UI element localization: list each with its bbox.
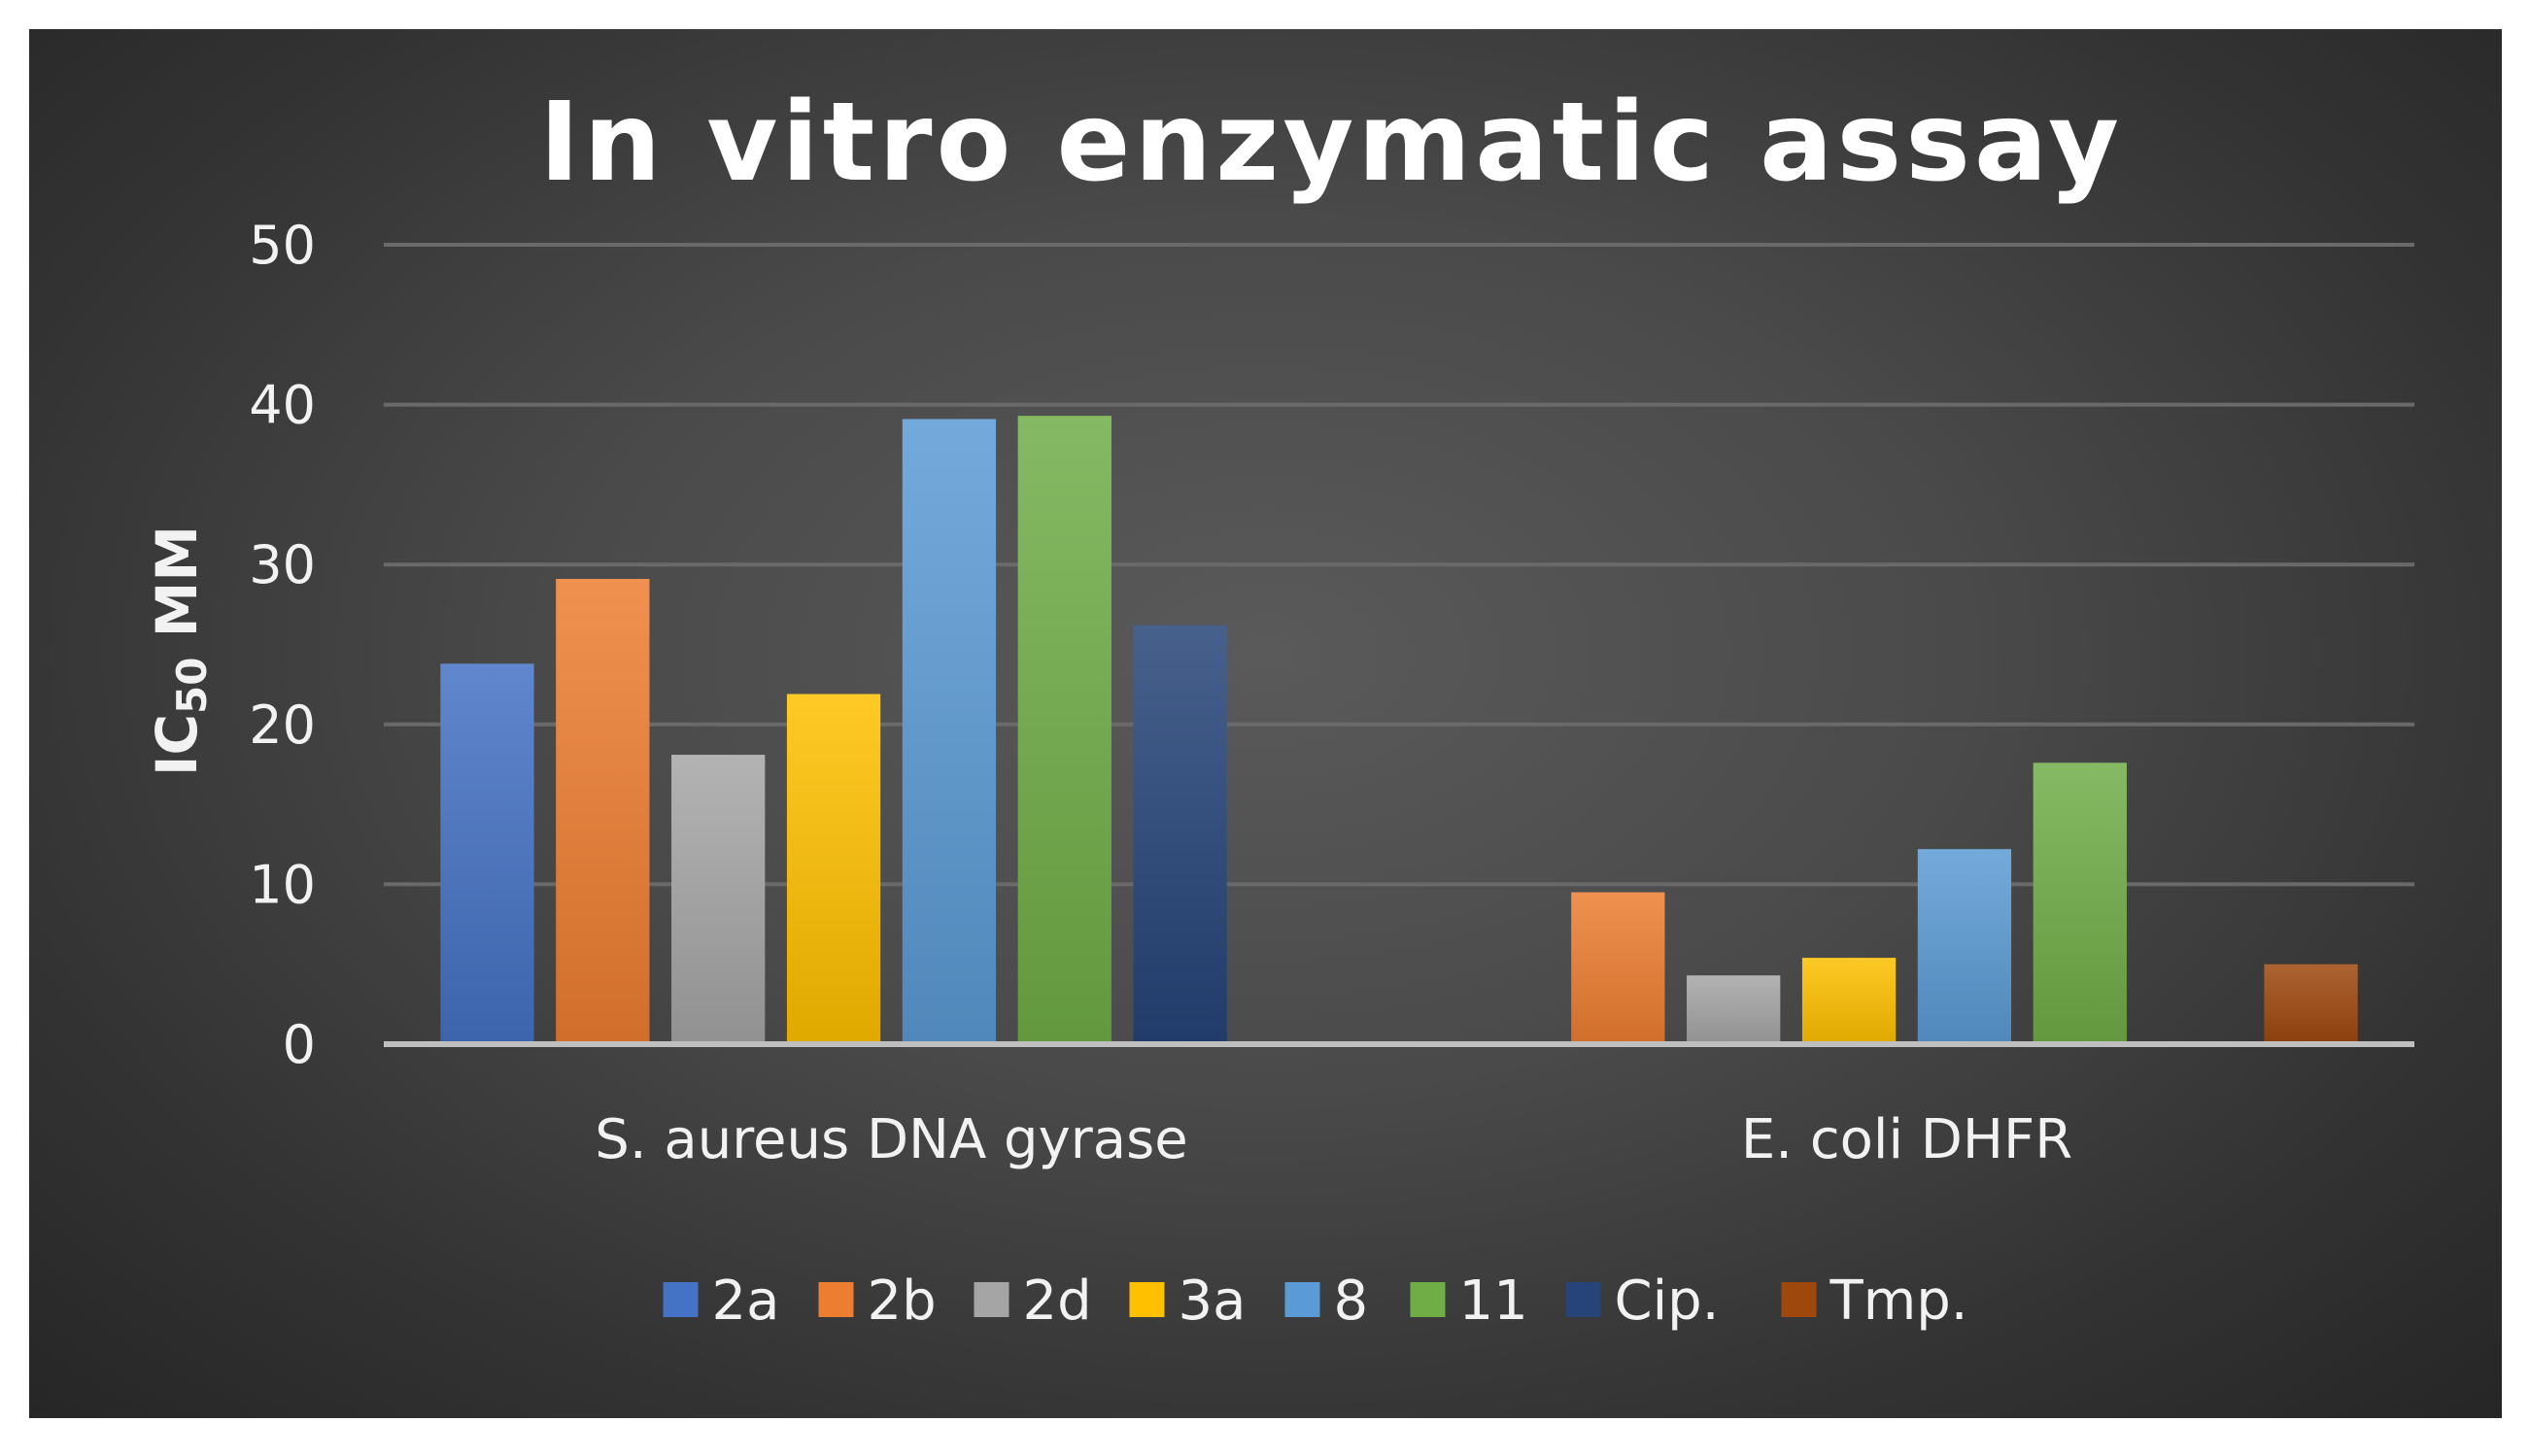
legend-label: 3a: [1179, 1270, 1247, 1333]
legend-swatch: [1284, 1282, 1320, 1317]
y-tick-label: 40: [249, 375, 316, 436]
bar-3a-0: [786, 694, 881, 1044]
y-tick-label: 30: [249, 534, 316, 595]
legend-swatch: [1410, 1282, 1446, 1317]
bar-cip-0: [1133, 625, 1227, 1044]
y-axis-label-unit: MM: [144, 525, 210, 658]
y-axis-ticks: 0 10 20 30 40 50: [249, 215, 316, 1075]
bar-3a-1: [1801, 958, 1897, 1044]
legend-label: 2a: [712, 1270, 780, 1333]
legend-swatch: [974, 1282, 1009, 1317]
bar-8-0: [902, 419, 997, 1044]
y-axis-label-sub: 50: [168, 658, 216, 714]
legend-label: Tmp.: [1829, 1270, 1968, 1333]
chart-title: In vitro enzymatic assay: [539, 80, 2123, 206]
legend-label: 11: [1459, 1270, 1528, 1333]
bar-11-0: [1017, 416, 1111, 1044]
bar-2b-0: [556, 579, 650, 1044]
bar-2b-1: [1571, 892, 1665, 1044]
y-axis-label-main: IC: [144, 714, 210, 776]
x-axis-categories: S. aureus DNA gyrase E. coli DHFR: [595, 1108, 2072, 1171]
bar-11-1: [2033, 762, 2127, 1044]
x-category-label: E. coli DHFR: [1741, 1108, 2072, 1171]
legend-label: 8: [1334, 1270, 1369, 1333]
y-tick-label: 50: [249, 215, 316, 276]
y-tick-label: 10: [249, 854, 316, 915]
bar-2d-1: [1687, 975, 1781, 1044]
legend-label: Cip.: [1615, 1270, 1720, 1333]
legend-swatch: [1781, 1282, 1817, 1317]
bars: [440, 416, 2358, 1044]
bar-tmp-1: [2264, 964, 2358, 1044]
legend-swatch: [818, 1282, 854, 1317]
y-tick-label: 20: [249, 694, 316, 756]
legend-label: 2d: [1023, 1270, 1092, 1333]
legend: 2a 2b 2d 3a 8 11 Cip. Tmp.: [663, 1270, 1968, 1333]
bar-2a-0: [440, 663, 534, 1044]
bar-8-1: [1917, 849, 2012, 1044]
legend-label: 2b: [868, 1270, 937, 1333]
y-tick-label: 0: [283, 1014, 316, 1075]
legend-swatch: [1129, 1282, 1165, 1317]
bar-2d-0: [671, 755, 766, 1044]
legend-swatch: [663, 1282, 699, 1317]
y-axis-label: IC50 MM: [144, 525, 216, 776]
legend-swatch: [1565, 1282, 1601, 1317]
x-category-label: S. aureus DNA gyrase: [595, 1108, 1187, 1171]
